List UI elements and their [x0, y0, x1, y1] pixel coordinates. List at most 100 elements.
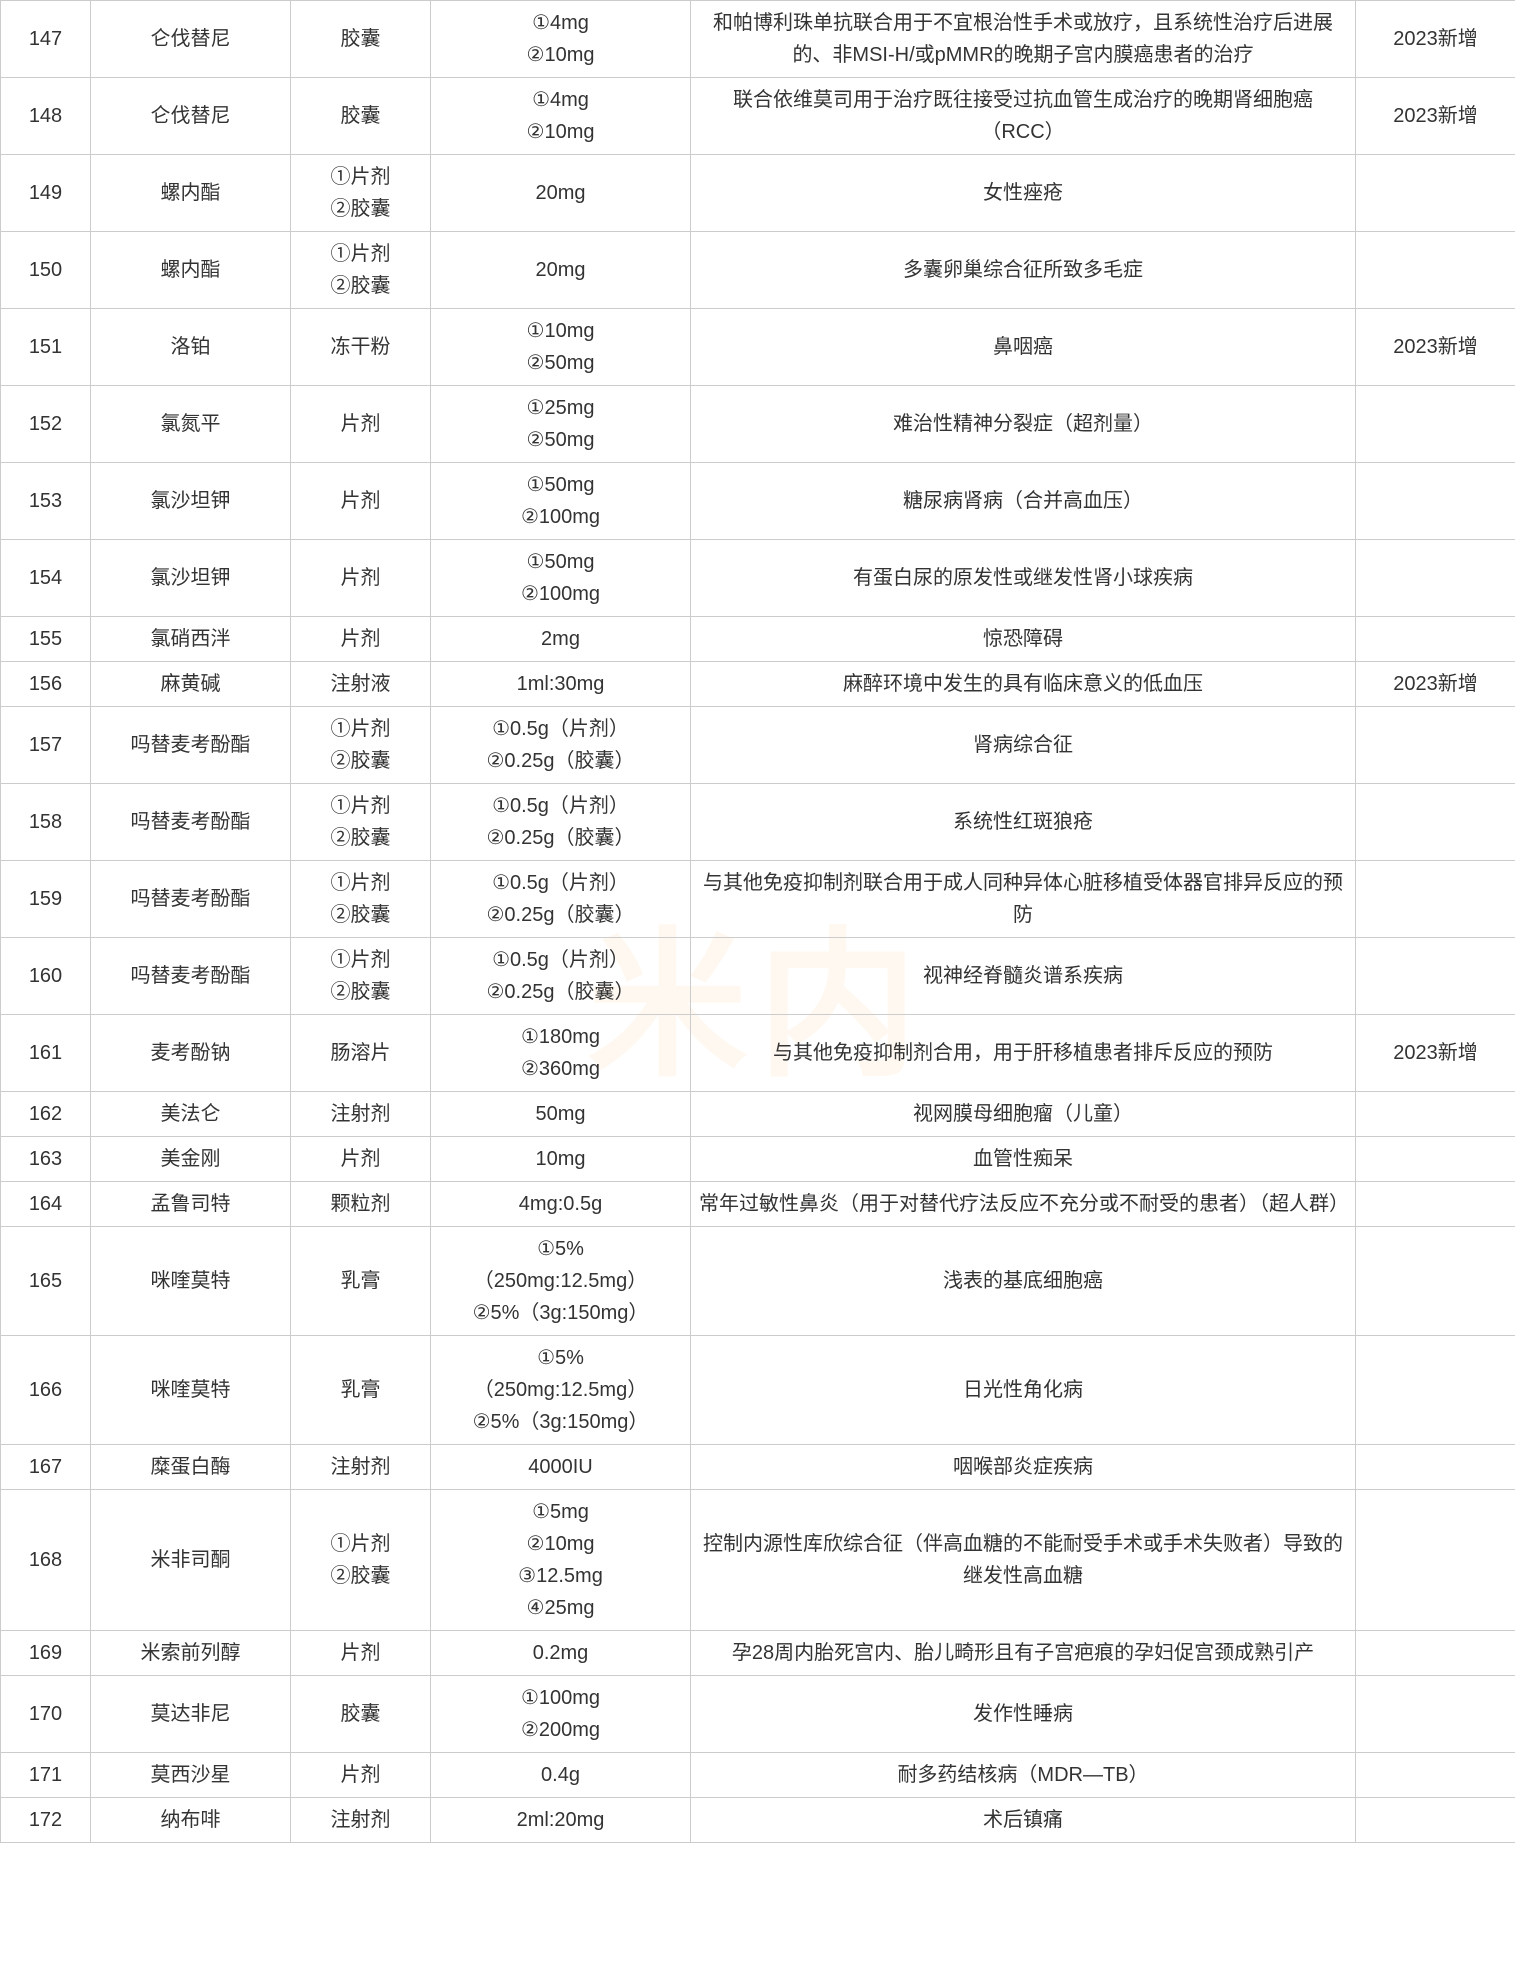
- cell-form: 胶囊: [291, 78, 431, 155]
- cell-note: 2023新增: [1356, 1015, 1515, 1092]
- cell-name: 咪喹莫特: [91, 1227, 291, 1336]
- cell-form: 片剂: [291, 1753, 431, 1798]
- cell-spec: ①10mg②50mg: [431, 309, 691, 386]
- cell-spec: ①50mg②100mg: [431, 540, 691, 617]
- cell-form: 乳膏: [291, 1227, 431, 1336]
- cell-idx: 170: [1, 1676, 91, 1753]
- cell-desc: 常年过敏性鼻炎（用于对替代疗法反应不充分或不耐受的患者）（超人群）: [691, 1182, 1356, 1227]
- cell-name: 氯硝西泮: [91, 617, 291, 662]
- cell-form: 注射剂: [291, 1798, 431, 1843]
- cell-desc: 麻醉环境中发生的具有临床意义的低血压: [691, 662, 1356, 707]
- cell-form: 注射液: [291, 662, 431, 707]
- cell-idx: 159: [1, 861, 91, 938]
- cell-form: 肠溶片: [291, 1015, 431, 1092]
- cell-idx: 166: [1, 1336, 91, 1445]
- table-row: 149螺内酯①片剂②胶囊20mg女性痤疮: [1, 155, 1515, 232]
- cell-name: 螺内酯: [91, 232, 291, 309]
- cell-form: ①片剂②胶囊: [291, 861, 431, 938]
- table-row: 163美金刚片剂10mg血管性痴呆: [1, 1137, 1515, 1182]
- cell-desc: 难治性精神分裂症（超剂量）: [691, 386, 1356, 463]
- cell-spec: 4mg:0.5g: [431, 1182, 691, 1227]
- cell-form: 注射剂: [291, 1092, 431, 1137]
- cell-spec: ①4mg②10mg: [431, 1, 691, 78]
- cell-idx: 155: [1, 617, 91, 662]
- cell-name: 洛铂: [91, 309, 291, 386]
- cell-idx: 152: [1, 386, 91, 463]
- cell-desc: 女性痤疮: [691, 155, 1356, 232]
- table-row: 162美法仑注射剂50mg视网膜母细胞瘤（儿童）: [1, 1092, 1515, 1137]
- table-row: 159吗替麦考酚酯①片剂②胶囊①0.5g（片剂）②0.25g（胶囊）与其他免疫抑…: [1, 861, 1515, 938]
- drug-table: 147仑伐替尼胶囊①4mg②10mg和帕博利珠单抗联合用于不宜根治性手术或放疗，…: [0, 0, 1515, 1843]
- cell-form: 冻干粉: [291, 309, 431, 386]
- cell-name: 糜蛋白酶: [91, 1445, 291, 1490]
- table-row: 171莫西沙星片剂0.4g耐多药结核病（MDR—TB）: [1, 1753, 1515, 1798]
- cell-name: 仑伐替尼: [91, 78, 291, 155]
- cell-name: 氯氮平: [91, 386, 291, 463]
- cell-name: 纳布啡: [91, 1798, 291, 1843]
- cell-desc: 日光性角化病: [691, 1336, 1356, 1445]
- cell-name: 吗替麦考酚酯: [91, 784, 291, 861]
- table-row: 156麻黄碱注射液1ml:30mg麻醉环境中发生的具有临床意义的低血压2023新…: [1, 662, 1515, 707]
- cell-idx: 154: [1, 540, 91, 617]
- cell-note: [1356, 1092, 1515, 1137]
- cell-idx: 168: [1, 1490, 91, 1631]
- cell-note: [1356, 232, 1515, 309]
- table-row: 165咪喹莫特乳膏①5%（250mg:12.5mg）②5%（3g:150mg）浅…: [1, 1227, 1515, 1336]
- cell-desc: 联合依维莫司用于治疗既往接受过抗血管生成治疗的晚期肾细胞癌（RCC）: [691, 78, 1356, 155]
- cell-idx: 161: [1, 1015, 91, 1092]
- cell-desc: 惊恐障碍: [691, 617, 1356, 662]
- cell-name: 麻黄碱: [91, 662, 291, 707]
- cell-spec: 1ml:30mg: [431, 662, 691, 707]
- cell-spec: ①100mg②200mg: [431, 1676, 691, 1753]
- cell-name: 氯沙坦钾: [91, 463, 291, 540]
- table-row: 155氯硝西泮片剂2mg惊恐障碍: [1, 617, 1515, 662]
- cell-idx: 162: [1, 1092, 91, 1137]
- cell-desc: 有蛋白尿的原发性或继发性肾小球疾病: [691, 540, 1356, 617]
- cell-note: [1356, 1631, 1515, 1676]
- cell-idx: 167: [1, 1445, 91, 1490]
- cell-form: 颗粒剂: [291, 1182, 431, 1227]
- cell-form: ①片剂②胶囊: [291, 232, 431, 309]
- cell-note: [1356, 1137, 1515, 1182]
- cell-spec: ①50mg②100mg: [431, 463, 691, 540]
- cell-name: 氯沙坦钾: [91, 540, 291, 617]
- cell-name: 仑伐替尼: [91, 1, 291, 78]
- cell-note: [1356, 1490, 1515, 1631]
- table-row: 168米非司酮①片剂②胶囊①5mg②10mg③12.5mg④25mg控制内源性库…: [1, 1490, 1515, 1631]
- cell-form: ①片剂②胶囊: [291, 784, 431, 861]
- cell-form: ①片剂②胶囊: [291, 155, 431, 232]
- cell-spec: 20mg: [431, 155, 691, 232]
- cell-idx: 164: [1, 1182, 91, 1227]
- cell-name: 莫西沙星: [91, 1753, 291, 1798]
- cell-form: 片剂: [291, 386, 431, 463]
- cell-note: [1356, 1182, 1515, 1227]
- cell-spec: 0.4g: [431, 1753, 691, 1798]
- table-row: 158吗替麦考酚酯①片剂②胶囊①0.5g（片剂）②0.25g（胶囊）系统性红斑狼…: [1, 784, 1515, 861]
- cell-spec: ①25mg②50mg: [431, 386, 691, 463]
- cell-idx: 156: [1, 662, 91, 707]
- cell-spec: 20mg: [431, 232, 691, 309]
- cell-spec: ①5mg②10mg③12.5mg④25mg: [431, 1490, 691, 1631]
- table-row: 152氯氮平片剂①25mg②50mg难治性精神分裂症（超剂量）: [1, 386, 1515, 463]
- cell-desc: 浅表的基底细胞癌: [691, 1227, 1356, 1336]
- table-row: 151洛铂冻干粉①10mg②50mg鼻咽癌2023新增: [1, 309, 1515, 386]
- cell-note: [1356, 540, 1515, 617]
- cell-spec: 10mg: [431, 1137, 691, 1182]
- cell-desc: 视网膜母细胞瘤（儿童）: [691, 1092, 1356, 1137]
- cell-spec: 0.2mg: [431, 1631, 691, 1676]
- cell-note: [1356, 1227, 1515, 1336]
- cell-note: [1356, 1445, 1515, 1490]
- cell-form: ①片剂②胶囊: [291, 938, 431, 1015]
- cell-form: 片剂: [291, 1631, 431, 1676]
- cell-note: 2023新增: [1356, 309, 1515, 386]
- cell-spec: ①180mg②360mg: [431, 1015, 691, 1092]
- table-row: 166咪喹莫特乳膏①5%（250mg:12.5mg）②5%（3g:150mg）日…: [1, 1336, 1515, 1445]
- cell-note: [1356, 1798, 1515, 1843]
- cell-desc: 耐多药结核病（MDR—TB）: [691, 1753, 1356, 1798]
- cell-spec: ①5%（250mg:12.5mg）②5%（3g:150mg）: [431, 1336, 691, 1445]
- cell-spec: ①0.5g（片剂）②0.25g（胶囊）: [431, 938, 691, 1015]
- table-row: 167糜蛋白酶注射剂4000IU咽喉部炎症疾病: [1, 1445, 1515, 1490]
- cell-form: ①片剂②胶囊: [291, 1490, 431, 1631]
- cell-idx: 148: [1, 78, 91, 155]
- cell-idx: 153: [1, 463, 91, 540]
